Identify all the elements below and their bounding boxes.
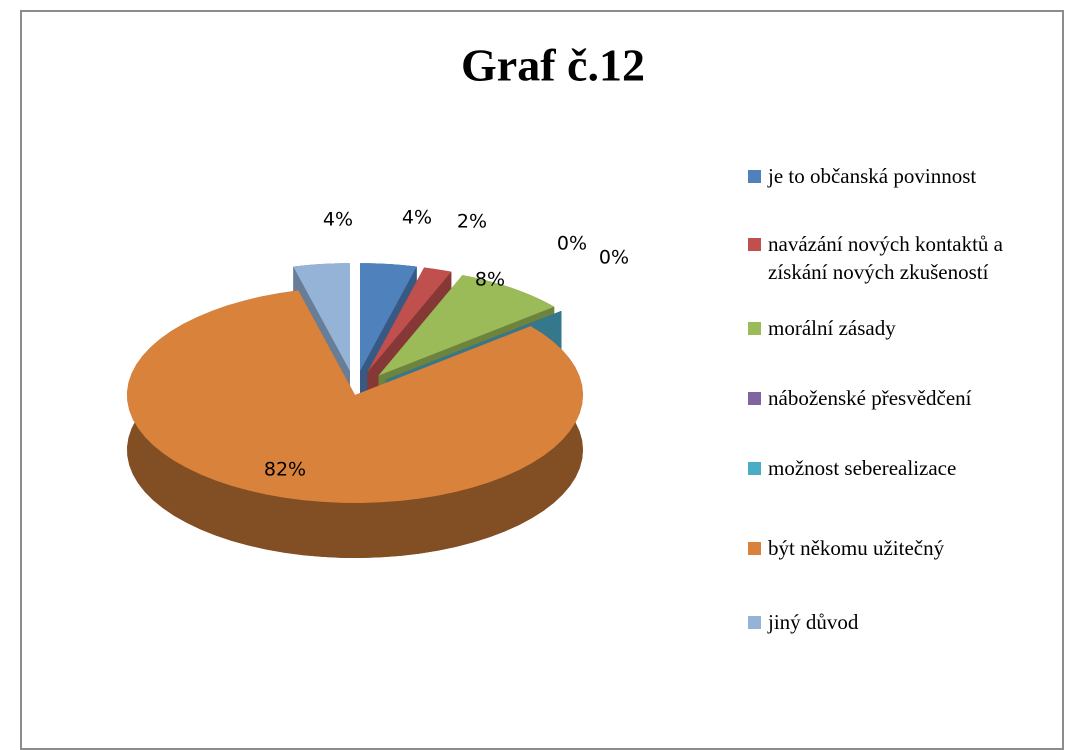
- data-label: 2%: [457, 211, 487, 233]
- legend-label: možnost seberealizace: [768, 456, 957, 480]
- slice-side: [127, 290, 583, 558]
- data-label: 0%: [599, 247, 629, 269]
- chart-title: Graf č.12: [461, 40, 645, 91]
- pie-slice: [127, 290, 583, 503]
- pie-slice: [293, 263, 350, 372]
- data-label: 8%: [475, 269, 505, 291]
- legend-swatch: [748, 542, 761, 555]
- legend-swatch: [748, 238, 761, 251]
- chart: Graf č.12 4% 2% 8% 0% 0% 82% 4%: [127, 40, 645, 558]
- legend-label: jiný důvod: [768, 610, 859, 634]
- data-label: 4%: [402, 207, 432, 229]
- legend-label: morální zásady: [768, 316, 896, 340]
- legend-swatch: [748, 170, 761, 183]
- legend-label: navázání nových kontaktů a získání novýc…: [768, 232, 1003, 284]
- data-label: 4%: [323, 209, 353, 231]
- legend-label: být někomu užitečný: [768, 536, 945, 560]
- legend-swatch: [748, 392, 761, 405]
- legend-swatch: [748, 616, 761, 629]
- page: Graf č.12 4% 2% 8% 0% 0% 82% 4% je to občanská…: [20, 10, 1064, 750]
- pie-slice: [367, 267, 452, 373]
- legend-label: náboženské přesvědčení: [768, 386, 972, 410]
- legend-swatch: [748, 322, 761, 335]
- legend-label: je to občanská povinnost: [768, 164, 977, 188]
- data-label: 0%: [557, 233, 587, 255]
- legend-swatch: [748, 462, 761, 475]
- data-label: 82%: [264, 459, 306, 481]
- pie-slice: [378, 275, 555, 376]
- pie-slice: [360, 263, 417, 372]
